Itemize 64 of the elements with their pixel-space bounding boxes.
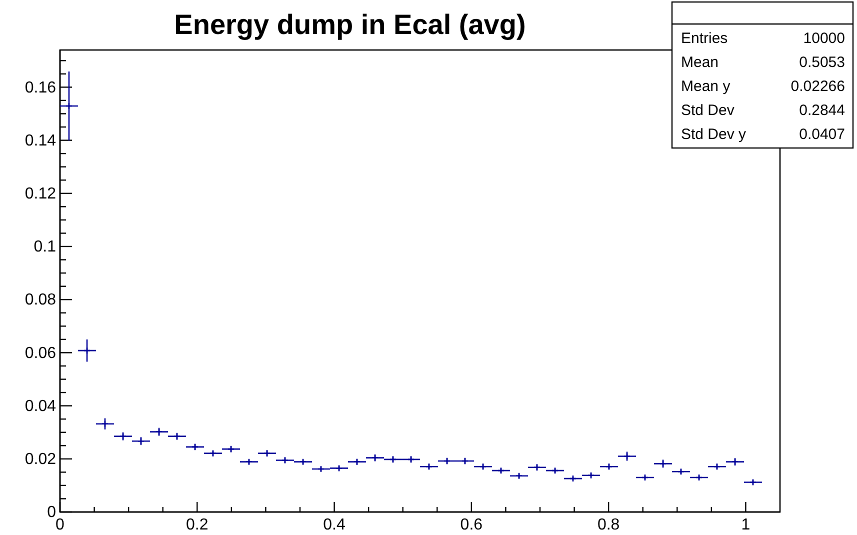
x-tick-label: 0.6 [460, 516, 483, 534]
y-tick-label: 0.08 [24, 292, 56, 309]
point [623, 452, 631, 460]
point [533, 464, 541, 472]
point [119, 432, 127, 440]
y-tick-label: 0.12 [24, 186, 56, 202]
point [659, 460, 667, 468]
point [731, 458, 739, 466]
point [83, 346, 91, 354]
point [443, 457, 451, 465]
text: Entries [681, 30, 728, 47]
annotation: Mean [681, 54, 719, 71]
point [191, 443, 199, 451]
point [173, 432, 181, 440]
point [407, 456, 415, 464]
point [263, 450, 271, 457]
point [335, 464, 343, 472]
point [389, 456, 397, 464]
annotation: Mean y [681, 78, 731, 95]
point [713, 462, 721, 470]
annotation: Std Dev y [681, 126, 747, 143]
y-tick-label: 0 [47, 504, 56, 522]
chart-title: Energy dump in Ecal (avg) [174, 9, 526, 40]
point [551, 466, 559, 474]
point [479, 462, 487, 470]
point [245, 458, 253, 466]
point [425, 462, 433, 470]
point [299, 458, 307, 466]
point [281, 456, 289, 464]
y-tick-label: 0.14 [24, 132, 56, 150]
y-tick-label: 0.02 [24, 451, 56, 468]
text: 10000 [803, 30, 845, 47]
text: 0.2844 [799, 102, 845, 119]
point [587, 472, 595, 480]
point [569, 474, 577, 482]
x-tick-label: 0.8 [597, 516, 620, 534]
point [317, 465, 325, 473]
text: 0.02266 [790, 78, 845, 95]
annotation: Std Dev [681, 102, 735, 119]
point [65, 102, 73, 110]
point [137, 437, 145, 445]
point [101, 420, 109, 428]
y-tick-label: 0.06 [24, 344, 56, 362]
point [641, 474, 649, 482]
point [497, 466, 505, 474]
x-tick-label: 1 [741, 516, 750, 534]
point [695, 474, 703, 482]
y-tick-label: 0.04 [24, 398, 56, 415]
y-tick-label: 0.16 [24, 79, 56, 96]
point [155, 428, 163, 436]
point [209, 450, 217, 457]
point [227, 445, 235, 453]
text: 0.0407 [799, 126, 845, 143]
point [677, 468, 685, 476]
text: 0.5053 [799, 54, 845, 71]
point [605, 462, 613, 470]
point [353, 458, 361, 466]
x-tick-label: 0.4 [323, 516, 346, 534]
y-tick-label: 0.1 [34, 238, 56, 256]
point [515, 472, 523, 480]
point [461, 457, 469, 465]
point [371, 454, 379, 462]
x-tick-label: 0.2 [186, 516, 208, 534]
point [749, 478, 757, 486]
